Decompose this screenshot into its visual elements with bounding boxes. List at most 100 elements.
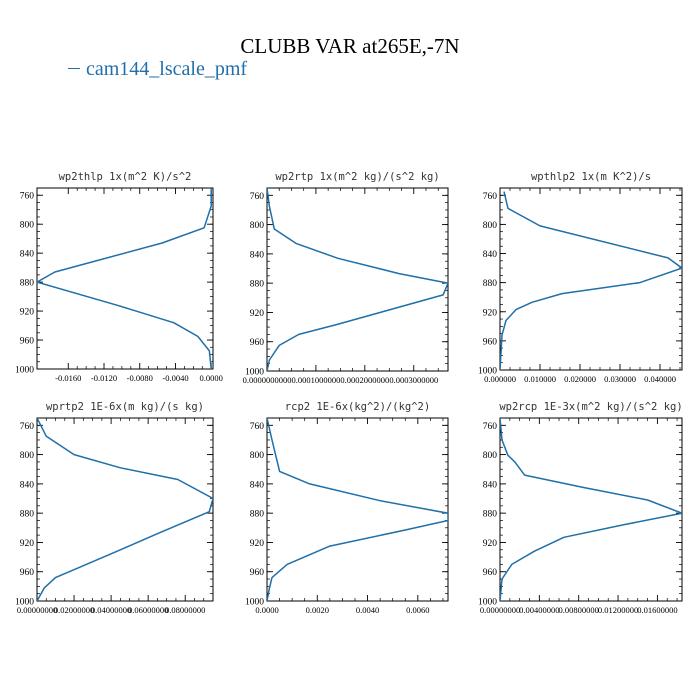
x-tick-label: 0.02000000: [54, 605, 94, 615]
legend-line-swatch: [68, 67, 80, 69]
series-line: [500, 191, 682, 370]
y-tick-label: 1000: [15, 366, 34, 376]
panel-title: wprtp2 1E-6x(m kg)/(s kg): [46, 401, 204, 413]
x-tick-label: 0.01200000: [598, 605, 638, 615]
x-tick-label: 0.0002000000: [340, 375, 389, 385]
y-tick-label: 880: [20, 279, 35, 289]
panel-title: wpthlp2 1x(m K^2)/s: [531, 171, 651, 183]
x-tick-label: -0.0120: [91, 373, 117, 383]
series-line: [267, 188, 448, 371]
x-tick-label: 0.0003000000: [389, 375, 438, 385]
x-tick-label: 0.00400000: [519, 605, 559, 615]
y-tick-label: 800: [20, 221, 35, 231]
plot-frame: [36, 187, 214, 370]
x-tick-label: 0.020000: [564, 374, 596, 384]
y-tick-label: 880: [20, 510, 35, 520]
x-tick-label: 0.04000000: [91, 605, 131, 615]
y-tick-label: 760: [483, 422, 498, 432]
chart-panel-6: wp2rcp 1E-3x(m^2 kg)/(s^2 kg)760 800 840 88…: [478, 401, 683, 615]
x-tick-label: 0.0001000000: [291, 375, 340, 385]
y-tick-label: 800: [250, 451, 265, 461]
plot-frame: [36, 417, 214, 602]
panel-title: rcp2 1E-6x(kg^2)/(kg^2): [285, 401, 430, 413]
y-tick-label: 760: [20, 192, 35, 202]
y-tick-label: 960: [250, 338, 265, 348]
plot-frame: [499, 417, 683, 602]
y-tick-label: 840: [250, 480, 265, 490]
y-tick-label: 760: [250, 422, 265, 432]
y-tick-label: 840: [20, 250, 35, 260]
y-tick-label: 880: [483, 510, 498, 520]
y-tick-label: 960: [483, 568, 498, 578]
plot-frame: [266, 417, 449, 602]
y-tick-label: 1000: [245, 598, 264, 608]
y-tick-label: 760: [483, 192, 498, 202]
y-tick-label: 960: [483, 337, 498, 347]
y-tick-label: 960: [20, 568, 35, 578]
y-tick-label: 960: [250, 568, 265, 578]
plot-frame: [266, 187, 449, 372]
y-tick-label: 1000: [15, 598, 34, 608]
y-tick-label: 920: [20, 539, 35, 549]
x-tick-label: 0.040000: [644, 374, 676, 384]
y-tick-label: 1000: [478, 598, 497, 608]
plot-frame: [499, 187, 683, 371]
legend: cam144_lscale_pmf: [68, 58, 247, 81]
x-tick-label: -0.0160: [55, 373, 81, 383]
y-tick-label: 800: [20, 451, 35, 461]
x-tick-label: 0.06000000: [128, 605, 168, 615]
chart-panel-4: wprtp2 1E-6x(m kg)/(s kg) 760 800 840 880 920…: [15, 401, 214, 615]
series-line: [37, 418, 213, 601]
x-tick-label: 0.00800000: [559, 605, 599, 615]
x-tick-label: 0.0000: [255, 605, 278, 615]
series-line: [37, 188, 212, 369]
panel-title: wp2rtp 1x(m^2 kg)/(s^2 kg): [275, 171, 439, 183]
y-tick-label: 920: [483, 308, 498, 318]
x-tick-label: 0.0040: [356, 605, 379, 615]
y-tick-label: 800: [483, 221, 498, 231]
x-tick-label: 0.000000: [484, 374, 516, 384]
figure-title: CLUBB VAR at265E,-7N: [240, 34, 460, 58]
series-line: [267, 418, 448, 601]
y-tick-label: 920: [250, 309, 265, 319]
y-tick-label: 920: [20, 308, 35, 318]
x-tick-label: -0.0040: [162, 373, 188, 383]
y-tick-label: 800: [250, 221, 265, 231]
x-tick-label: 0.00000000: [17, 605, 57, 615]
panel-title: wp2rcp 1E-3x(m^2 kg)/(s^2 kg): [499, 401, 682, 413]
y-tick-label: 760: [20, 422, 35, 432]
x-tick-label: -0.0080: [127, 373, 153, 383]
y-tick-label: 840: [483, 250, 498, 260]
x-tick-label: 0.01600000: [637, 605, 677, 615]
x-tick-label: 0.030000: [604, 374, 636, 384]
x-tick-label: 0.00000000: [480, 605, 520, 615]
x-tick-label: 0.0000000000: [243, 375, 292, 385]
chart-panel-1: wp2thlp 1x(m^2 K)/s^2 760 800 840 880 920 960 1…: [15, 171, 223, 383]
panel-title: wp2thlp 1x(m^2 K)/s^2: [59, 171, 192, 183]
series-line: [500, 418, 682, 601]
y-tick-label: 960: [20, 337, 35, 347]
y-tick-label: 840: [20, 480, 35, 490]
x-tick-label: 0.08000000: [165, 605, 205, 615]
x-tick-label: 0.0020: [306, 605, 329, 615]
y-tick-label: 880: [250, 280, 265, 290]
chart-panel-2: wp2rtp 1x(m^2 kg)/(s^2 kg) 760 800 840 880 92…: [243, 171, 449, 385]
y-tick-label: 920: [483, 539, 498, 549]
y-tick-label: 880: [250, 510, 265, 520]
y-tick-label: 760: [250, 192, 265, 202]
chart-panel-3: wpthlp2 1x(m K^2)/s 760 800 840 880 920 960 100…: [478, 171, 683, 384]
y-tick-label: 1000: [478, 367, 497, 377]
y-tick-label: 840: [483, 480, 498, 490]
chart-panel-5: rcp2 1E-6x(kg^2)/(kg^2) 760 800 840 880 920 96…: [245, 401, 449, 615]
y-tick-label: 1000: [245, 368, 264, 378]
y-tick-label: 800: [483, 451, 498, 461]
legend-label: cam144_lscale_pmf: [86, 58, 248, 80]
y-tick-label: 920: [250, 539, 265, 549]
x-tick-label: 0.010000: [524, 374, 556, 384]
x-tick-label: 0.0060: [406, 605, 429, 615]
y-tick-label: 840: [250, 250, 265, 260]
y-tick-label: 880: [483, 279, 498, 289]
x-tick-label: 0.0000: [200, 373, 223, 383]
